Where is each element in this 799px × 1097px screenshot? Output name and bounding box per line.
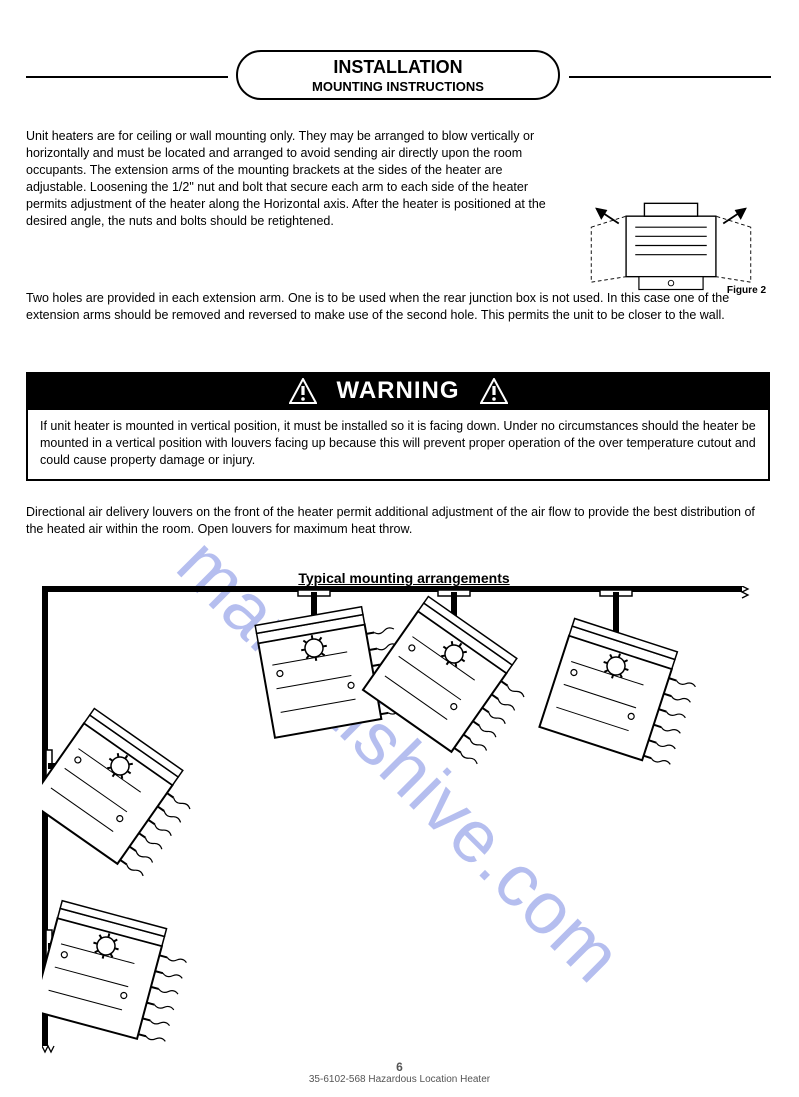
- warning-icon: [480, 378, 508, 404]
- page-header: INSTALLATION MOUNTING INSTRUCTIONS: [26, 48, 771, 104]
- page-footer: 6 35-6102-568 Hazardous Location Heater: [0, 1060, 799, 1085]
- page: INSTALLATION MOUNTING INSTRUCTIONS Unit …: [0, 0, 799, 1097]
- warning-word: WARNING: [337, 377, 460, 405]
- page-title: INSTALLATION: [238, 52, 558, 79]
- mounting-caption: Typical mounting arrangements: [252, 570, 556, 586]
- rule-right: [569, 76, 771, 78]
- warning-bar: WARNING: [26, 372, 770, 410]
- figure-caption: Figure 2: [727, 285, 766, 296]
- warning-box: If unit heater is mounted in vertical po…: [26, 410, 770, 481]
- footer-model: 35-6102-568 Hazardous Location Heater: [309, 1074, 490, 1085]
- figure-side-panels: Figure 2: [576, 196, 766, 306]
- title-pill: INSTALLATION MOUNTING INSTRUCTIONS: [236, 50, 560, 100]
- warning-icon: [289, 378, 317, 404]
- title-line: INSTALLATION MOUNTING INSTRUCTIONS: [26, 48, 771, 104]
- intro-paragraph-1: Unit heaters are for ceiling or wall mou…: [26, 128, 560, 230]
- mounting-diagram: [42, 586, 762, 1056]
- rule-left: [26, 76, 228, 78]
- page-subtitle: MOUNTING INSTRUCTIONS: [238, 79, 558, 95]
- air-delivery-paragraph: Directional air delivery louvers on the …: [26, 504, 770, 538]
- page-number: 6: [396, 1060, 403, 1074]
